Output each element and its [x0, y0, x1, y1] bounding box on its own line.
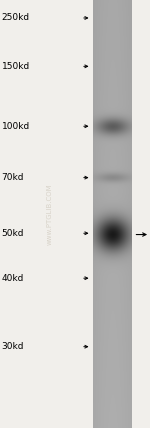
- Text: www.PTGLIB.COM: www.PTGLIB.COM: [46, 183, 52, 245]
- Text: 150kd: 150kd: [2, 62, 30, 71]
- Text: 100kd: 100kd: [2, 122, 30, 131]
- Text: 30kd: 30kd: [2, 342, 24, 351]
- Text: 50kd: 50kd: [2, 229, 24, 238]
- Text: 70kd: 70kd: [2, 173, 24, 182]
- Text: 250kd: 250kd: [2, 13, 30, 23]
- Text: 40kd: 40kd: [2, 273, 24, 283]
